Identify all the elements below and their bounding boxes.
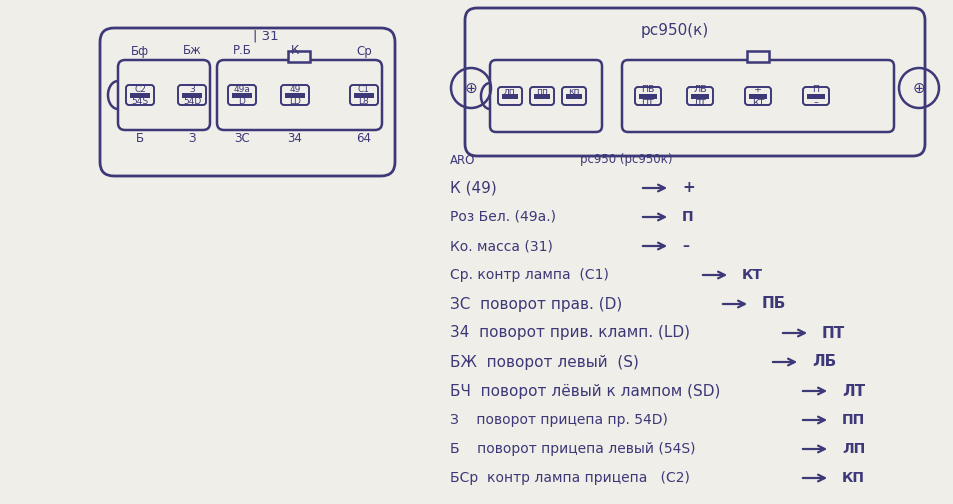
Text: рс950(к): рс950(к)	[640, 23, 708, 37]
Bar	[533, 94, 550, 98]
Text: 54D: 54D	[183, 96, 201, 105]
Text: L8: L8	[358, 96, 369, 105]
Text: LD: LD	[289, 96, 300, 105]
Text: 49: 49	[289, 86, 300, 95]
Text: С2: С2	[134, 86, 146, 95]
Text: К: К	[291, 44, 299, 57]
Bar	[748, 94, 766, 98]
Text: 34  поворот прив. кламп. (LD): 34 поворот прив. кламп. (LD)	[450, 326, 689, 341]
Text: З: З	[189, 86, 194, 95]
Text: Ко. масса (31): Ко. масса (31)	[450, 239, 557, 253]
Bar	[501, 94, 517, 98]
Bar	[130, 93, 150, 97]
Text: Бф: Бф	[131, 44, 149, 57]
Text: ПТ: ПТ	[641, 98, 654, 107]
Text: | 31: | 31	[253, 30, 278, 42]
Text: З    поворот прицепа пр. 54D): З поворот прицепа пр. 54D)	[450, 413, 667, 427]
Bar	[806, 94, 824, 98]
Text: Ср: Ср	[355, 44, 372, 57]
Text: 54S: 54S	[132, 96, 149, 105]
Bar	[182, 93, 202, 97]
Bar	[354, 93, 374, 97]
Text: КТ: КТ	[741, 268, 762, 282]
Text: ЗС  поворот прав. (D): ЗС поворот прав. (D)	[450, 296, 621, 311]
Text: 34: 34	[287, 133, 302, 146]
Bar	[746, 51, 768, 62]
Text: D: D	[238, 96, 245, 105]
Text: П: П	[681, 210, 693, 224]
Text: КТ: КТ	[751, 98, 763, 107]
Text: К (49): К (49)	[450, 180, 497, 196]
Bar	[285, 93, 304, 97]
Bar	[690, 94, 708, 98]
Text: ⊕: ⊕	[912, 81, 924, 95]
Text: БЖ  поворот левый  (S): БЖ поворот левый (S)	[450, 354, 648, 369]
Text: ЛТ: ЛТ	[841, 384, 864, 399]
Text: лп: лп	[503, 87, 516, 95]
Text: Р.Б: Р.Б	[233, 44, 252, 57]
Text: Б: Б	[135, 133, 144, 146]
Bar	[565, 94, 581, 98]
Text: –: –	[813, 98, 818, 107]
Text: кп: кп	[568, 87, 579, 95]
Text: З: З	[188, 133, 195, 146]
Text: ПБ: ПБ	[761, 296, 785, 311]
Text: Бж: Бж	[182, 44, 201, 57]
Text: ЛБ: ЛБ	[811, 354, 836, 369]
Text: –: –	[681, 239, 688, 253]
Bar	[288, 51, 310, 62]
Text: С1: С1	[357, 86, 370, 95]
Text: Ср. контр лампа  (С1): Ср. контр лампа (С1)	[450, 268, 608, 282]
Text: ПБ: ПБ	[640, 85, 654, 94]
Text: пп: пп	[536, 87, 547, 95]
Text: ЛП: ЛП	[841, 442, 864, 456]
Text: П: П	[812, 85, 819, 94]
Text: +: +	[753, 85, 761, 94]
Bar	[232, 93, 252, 97]
Bar	[639, 94, 657, 98]
Text: +: +	[681, 180, 694, 196]
Text: ЛТ: ЛТ	[693, 98, 706, 107]
Text: 64: 64	[356, 133, 371, 146]
Text: рс950 (рс950к): рс950 (рс950к)	[579, 154, 672, 166]
Text: 49а: 49а	[233, 86, 251, 95]
Text: ЛБ: ЛБ	[693, 85, 706, 94]
Text: Роз Бел. (49а.): Роз Бел. (49а.)	[450, 210, 559, 224]
Text: ЗС: ЗС	[233, 133, 250, 146]
Text: ARO: ARO	[450, 154, 475, 166]
Text: Б    поворот прицепа левый (54S): Б поворот прицепа левый (54S)	[450, 442, 695, 456]
Text: БСр  контр лампа прицепа   (С2): БСр контр лампа прицепа (С2)	[450, 471, 689, 485]
Text: ⊕: ⊕	[464, 81, 476, 95]
Text: ПТ: ПТ	[821, 326, 844, 341]
Text: КП: КП	[841, 471, 864, 485]
Text: ПП: ПП	[841, 413, 864, 427]
Text: БЧ  поворот лёвый к лампом (SD): БЧ поворот лёвый к лампом (SD)	[450, 384, 720, 399]
